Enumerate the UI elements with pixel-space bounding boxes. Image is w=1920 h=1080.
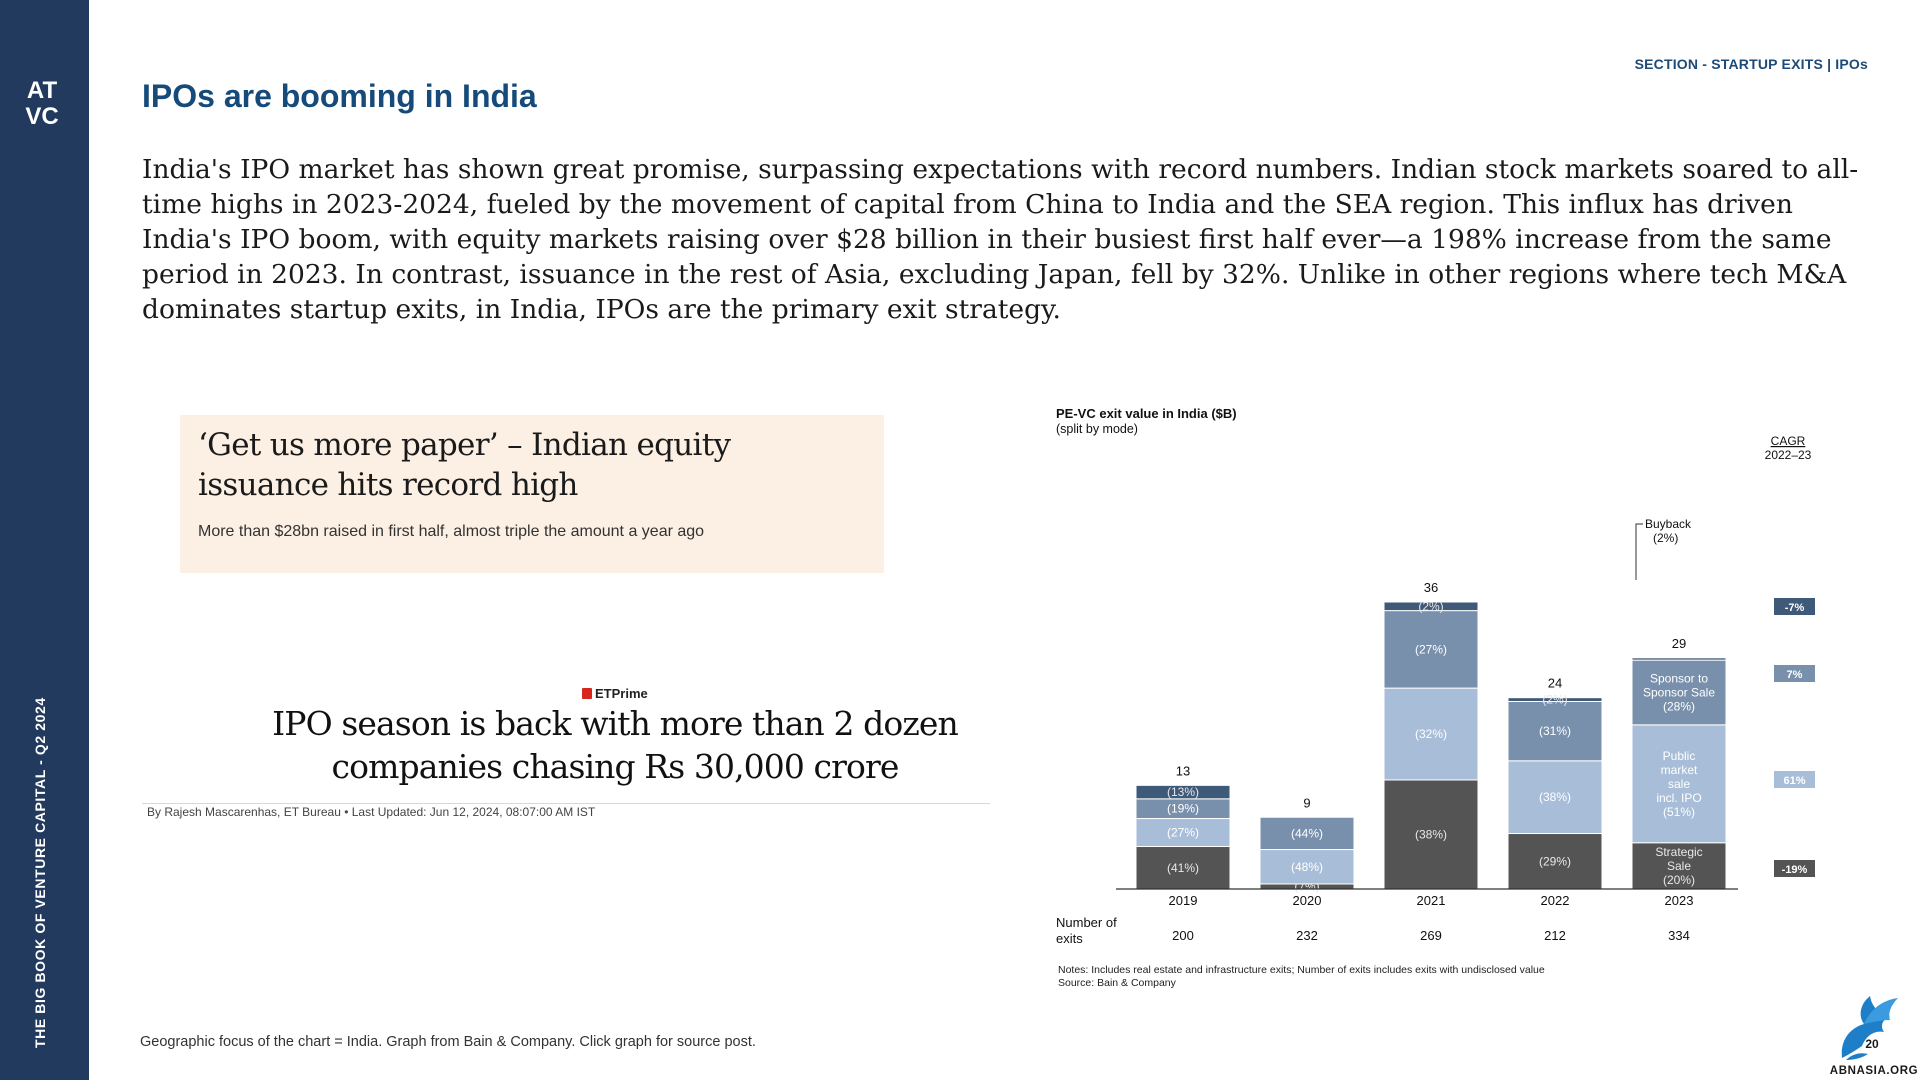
bar-segment-label: market bbox=[1661, 763, 1698, 777]
et-headline[interactable]: IPO season is back with more than 2 doze… bbox=[272, 704, 959, 786]
bar-segment bbox=[1383, 601, 1479, 612]
page-title: IPOs are booming in India bbox=[142, 78, 537, 114]
bar-segment bbox=[1135, 818, 1231, 848]
bar-total-label: 29 bbox=[1672, 636, 1686, 651]
bar-segment-label: (19%) bbox=[1167, 802, 1199, 816]
bar-segment-label: Sponsor Sale bbox=[1643, 685, 1715, 699]
cagr-value: -7% bbox=[1785, 602, 1805, 614]
bar-segment-label: (29%) bbox=[1539, 854, 1571, 868]
caption: Geographic focus of the chart = India. G… bbox=[140, 1034, 756, 1050]
bar-segment-label: (51%) bbox=[1663, 805, 1695, 819]
bar-segment bbox=[1135, 846, 1231, 890]
chart-svg: (41%)(27%)(19%)(13%)132019200(7%)(48%)(4… bbox=[1056, 434, 1815, 989]
bar-segment-label: (27%) bbox=[1415, 642, 1447, 656]
bar-segment bbox=[1631, 842, 1727, 890]
bar-total-label: 13 bbox=[1176, 763, 1190, 778]
ft-news-clip[interactable]: ‘Get us more paper’ – Indian equity issu… bbox=[180, 415, 884, 573]
sidebar-vertical-title: THE BIG BOOK OF VENTURE CAPITAL - Q2 202… bbox=[32, 697, 48, 1048]
exit-value-chart[interactable]: PE-VC exit value in India ($B) (split by… bbox=[1050, 400, 1920, 1000]
bar-segment-label: (2%) bbox=[1542, 693, 1567, 707]
intro-paragraph: India's IPO market has shown great promi… bbox=[142, 154, 1859, 325]
bar-segment bbox=[1259, 816, 1355, 851]
atvc-logo-icon: AT VC bbox=[25, 77, 58, 130]
x-tick-label: 2021 bbox=[1417, 893, 1446, 908]
buyback-callout-label: Buyback bbox=[1645, 517, 1692, 531]
bar-segment-label: (44%) bbox=[1291, 826, 1323, 840]
exits-count-label: 269 bbox=[1420, 928, 1442, 943]
bar-segment bbox=[1383, 687, 1479, 781]
x-tick-label: 2022 bbox=[1541, 893, 1570, 908]
bar-segment-label: Strategic bbox=[1655, 845, 1702, 859]
bar-segment-label: (28%) bbox=[1663, 699, 1695, 713]
exits-label: exits bbox=[1056, 931, 1083, 946]
et-brand: ETPrime bbox=[582, 686, 648, 701]
cagr-badge bbox=[1774, 860, 1815, 877]
exits-label: Number of bbox=[1056, 915, 1117, 930]
chart-source: Source: Bain & Company bbox=[1058, 977, 1177, 989]
bar-segment bbox=[1259, 849, 1355, 885]
exits-count-label: 232 bbox=[1296, 928, 1318, 943]
et-brand-icon bbox=[582, 688, 592, 699]
exits-count-label: 200 bbox=[1172, 928, 1194, 943]
bar-segment-label: (13%) bbox=[1167, 785, 1199, 799]
et-brand-label: ETPrime bbox=[595, 686, 648, 701]
buyback-callout-label: (2%) bbox=[1653, 531, 1678, 545]
bar-segment-label: (2%) bbox=[1418, 599, 1443, 613]
chart-title: PE-VC exit value in India ($B) bbox=[1056, 406, 1237, 421]
bar-total-label: 24 bbox=[1548, 676, 1562, 691]
page-number: 20 bbox=[1865, 1037, 1879, 1051]
bar-segment-label: Public bbox=[1663, 749, 1696, 763]
bar-segment bbox=[1631, 724, 1727, 844]
ft-subheadline: More than $28bn raised in first half, al… bbox=[198, 523, 705, 540]
bar-segment-label: Sponsor to bbox=[1650, 671, 1708, 685]
cagr-value: -19% bbox=[1782, 864, 1808, 876]
sidebar: AT VC THE BIG BOOK OF VENTURE CAPITAL - … bbox=[0, 0, 89, 1080]
cagr-value: 61% bbox=[1783, 775, 1805, 787]
bar-segment bbox=[1507, 697, 1603, 702]
chart-subtitle: (split by mode) bbox=[1056, 422, 1138, 436]
cagr-badge bbox=[1774, 598, 1815, 615]
bar-segment bbox=[1631, 657, 1727, 661]
bar-segment bbox=[1631, 659, 1727, 726]
et-divider bbox=[142, 803, 990, 804]
bar-segment-label: Sale bbox=[1667, 859, 1691, 873]
chart-notes: Notes: Includes real estate and infrastr… bbox=[1058, 964, 1545, 976]
bar-segment bbox=[1135, 784, 1231, 800]
section-label: SECTION - STARTUP EXITS | IPOs bbox=[1634, 56, 1868, 72]
cagr-value: 7% bbox=[1787, 669, 1803, 681]
exits-count-label: 212 bbox=[1544, 928, 1566, 943]
cagr-badge bbox=[1774, 771, 1815, 788]
bar-segment-label: (27%) bbox=[1167, 826, 1199, 840]
bar-segment bbox=[1383, 779, 1479, 890]
bar-total-label: 9 bbox=[1303, 795, 1310, 810]
exits-count-label: 334 bbox=[1668, 928, 1690, 943]
bar-segment bbox=[1507, 760, 1603, 835]
buyback-callout-line bbox=[1635, 523, 1643, 580]
bar-total-label: 36 bbox=[1424, 580, 1438, 595]
bar-segment-label: (38%) bbox=[1539, 790, 1571, 804]
bar-segment-label: (31%) bbox=[1539, 724, 1571, 738]
bar-segment-label: sale bbox=[1668, 777, 1690, 791]
x-tick-label: 2019 bbox=[1169, 893, 1198, 908]
cagr-header: 2022–23 bbox=[1765, 448, 1812, 462]
svg-text:AT: AT bbox=[27, 77, 58, 104]
et-byline: By Rajesh Mascarenhas, ET Bureau • Last … bbox=[147, 805, 596, 819]
ft-headline: ‘Get us more paper’ – Indian equity issu… bbox=[198, 427, 731, 503]
bar-segment-label: (32%) bbox=[1415, 727, 1447, 741]
bar-segment bbox=[1507, 700, 1603, 762]
bar-segment-label: (38%) bbox=[1415, 827, 1447, 841]
bar-segment bbox=[1383, 610, 1479, 689]
x-tick-label: 2023 bbox=[1665, 893, 1694, 908]
x-tick-label: 2020 bbox=[1293, 893, 1322, 908]
abnasia-logo-text: ABNASIA.ORG bbox=[1830, 1065, 1918, 1077]
bar-segment-label: (20%) bbox=[1663, 873, 1695, 887]
abnasia-logo-icon: 20 ABNASIA.ORG bbox=[1830, 996, 1918, 1077]
bar-segment-label: incl. IPO bbox=[1656, 791, 1701, 805]
svg-text:VC: VC bbox=[25, 103, 58, 130]
cagr-badge bbox=[1774, 665, 1815, 682]
cagr-header: CAGR bbox=[1771, 434, 1806, 448]
bar-segment-label: (48%) bbox=[1291, 860, 1323, 874]
bar-segment bbox=[1507, 833, 1603, 890]
bar-segment-label: (41%) bbox=[1167, 861, 1199, 875]
